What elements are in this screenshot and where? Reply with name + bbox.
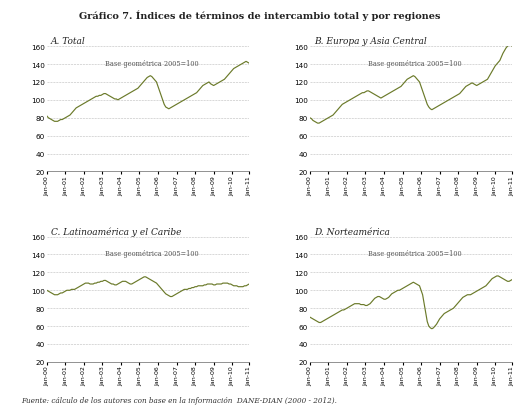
Text: Fuente: cálculo de los autores con base en la información  DANE-DIAN (2000 - 201: Fuente: cálculo de los autores con base … xyxy=(21,396,336,404)
Text: C. Latinoamérica y el Caribe: C. Latinoamérica y el Caribe xyxy=(51,227,181,236)
Text: Base geométrica 2005=100: Base geométrica 2005=100 xyxy=(368,249,462,258)
Text: Gráfico 7. Índices de términos de intercambio total y por regiones: Gráfico 7. Índices de términos de interc… xyxy=(79,10,441,21)
Text: Base geométrica 2005=100: Base geométrica 2005=100 xyxy=(105,249,199,258)
Text: B. Europa y Asia Central: B. Europa y Asia Central xyxy=(314,37,426,46)
Text: A. Total: A. Total xyxy=(51,37,86,46)
Text: Base geométrica 2005=100: Base geométrica 2005=100 xyxy=(368,60,462,67)
Text: D. Norteamérica: D. Norteamérica xyxy=(314,227,390,236)
Text: Base geométrica 2005=100: Base geométrica 2005=100 xyxy=(105,60,199,67)
